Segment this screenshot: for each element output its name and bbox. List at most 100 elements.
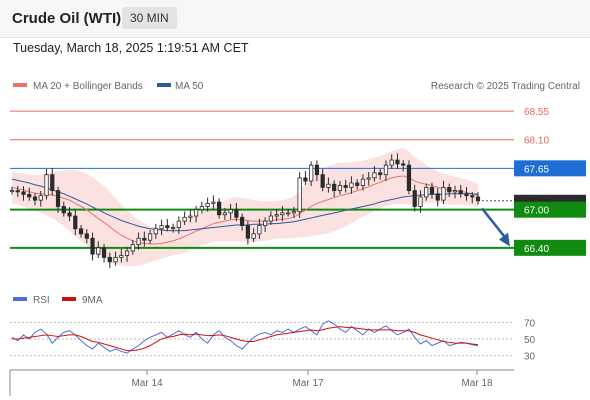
level-label-67.00: 67.00: [524, 206, 549, 217]
candle-body: [205, 202, 210, 207]
candle-body: [147, 233, 153, 241]
forecast-arrow: [481, 207, 510, 247]
candle-body: [280, 212, 285, 216]
candle-body: [349, 182, 354, 188]
candle-body: [372, 172, 377, 179]
timeframe-badge[interactable]: 30 MIN: [122, 7, 177, 29]
candle-body: [251, 233, 256, 239]
x-tick-label: Mar 14: [131, 378, 163, 389]
candle-body: [211, 201, 216, 204]
candle-body: [424, 187, 429, 198]
rsi-ma-legend-swatch: [62, 297, 76, 301]
ma-bb-legend-swatch: [13, 83, 27, 87]
candle-body: [136, 237, 141, 246]
candle-body: [50, 174, 55, 191]
candle-body: [27, 194, 32, 198]
candle-body: [263, 220, 268, 226]
candle-body: [217, 201, 222, 216]
candle-body: [343, 185, 348, 188]
candle-body: [464, 193, 469, 197]
rsi-tick-30: 30: [524, 352, 536, 363]
candle-body: [355, 182, 360, 186]
level-label-68.55: 68.55: [524, 107, 549, 118]
candle-body: [234, 209, 239, 218]
candle-body: [67, 212, 72, 217]
candle-body: [199, 206, 204, 211]
candle-body: [326, 183, 331, 188]
candle-body: [286, 212, 291, 215]
candle-body: [90, 237, 95, 255]
candle-body: [38, 195, 43, 201]
candle-body: [101, 247, 107, 258]
candle-body: [320, 174, 325, 188]
candle-body: [142, 237, 147, 241]
level-label-67.65: 67.65: [524, 164, 549, 175]
candle-body: [406, 164, 412, 191]
credit-text: Research © 2025 Trading Central: [431, 81, 580, 92]
candle-body: [435, 193, 440, 201]
rsi-legend-label: RSI: [33, 295, 50, 306]
candle-body: [44, 174, 49, 197]
ma50-legend-swatch: [157, 83, 171, 87]
candle-body: [314, 164, 320, 176]
candle-body: [395, 159, 400, 165]
candle-body: [447, 187, 452, 193]
rsi-ma-legend-label: 9MA: [82, 295, 103, 306]
candle-body: [9, 190, 15, 192]
candle-body: [309, 164, 314, 182]
candle-body: [366, 177, 371, 180]
level-tag-67.65: [514, 160, 586, 177]
candle-body: [193, 209, 199, 217]
candle-body: [383, 164, 389, 176]
rsi-legend-swatch: [13, 297, 27, 301]
instrument-title: Crude Oil (WTI): [12, 10, 122, 27]
candle-body: [124, 250, 130, 256]
candle-body: [378, 172, 383, 176]
candle-body: [84, 233, 89, 239]
candle-body: [107, 256, 112, 263]
main-legend: MA 20 + Bollinger Bands MA 50 Research ©…: [13, 81, 580, 92]
candle-body: [119, 255, 124, 258]
candle-body: [458, 190, 463, 195]
candle-body: [332, 183, 337, 191]
candle-body: [274, 214, 279, 217]
level-label-66.40: 66.40: [524, 244, 549, 255]
moving-averages: [11, 175, 479, 245]
candle-body: [113, 256, 118, 263]
rsi-legend: RSI 9MA: [13, 295, 103, 306]
candle-body: [228, 209, 233, 214]
rsi-ma-line: [12, 326, 479, 352]
candle-body: [170, 227, 176, 229]
candle-body: [245, 225, 250, 239]
level-label-68.10: 68.10: [524, 136, 549, 147]
candle-body: [268, 215, 273, 222]
chart-header: Crude Oil (WTI) 30 MIN: [0, 0, 590, 38]
candle-body: [389, 159, 394, 166]
candle-body: [222, 212, 227, 216]
candle-body: [176, 220, 181, 228]
ma50-line: [11, 178, 479, 232]
ma20-line: [11, 175, 479, 245]
rsi-line: [11, 320, 479, 354]
candle-body: [475, 196, 481, 202]
rsi-tick-50: 50: [524, 335, 536, 346]
candle-body: [55, 190, 61, 207]
bollinger-band: [12, 147, 478, 267]
ma-bb-legend-label: MA 20 + Bollinger Bands: [33, 81, 143, 92]
candle-body: [429, 187, 435, 195]
candle-body: [78, 228, 84, 235]
x-axis: Mar 14 Mar 17 Mar 18: [9, 369, 514, 396]
candle-body: [21, 191, 26, 195]
candle-body: [303, 177, 308, 182]
candle-body: [188, 215, 193, 218]
candle-body: [297, 177, 302, 212]
candle-body: [401, 163, 406, 166]
candle-body: [360, 178, 366, 186]
candle-body: [337, 185, 343, 191]
candle-body: [441, 187, 446, 201]
candle-body: [61, 206, 66, 214]
candle-body: [291, 211, 297, 214]
candle-body: [240, 216, 245, 226]
